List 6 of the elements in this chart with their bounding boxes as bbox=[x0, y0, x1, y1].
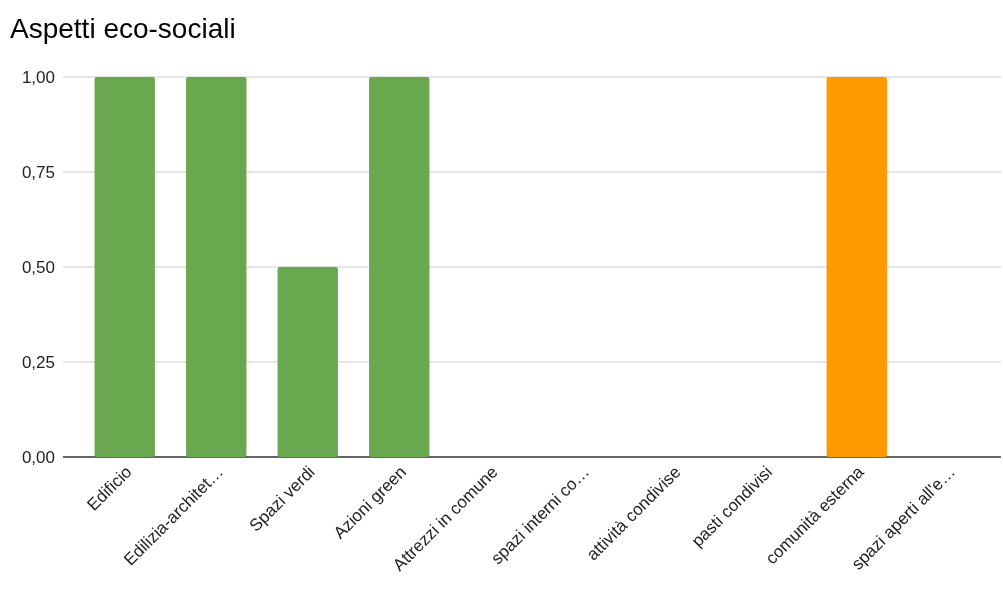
y-tick-label: 1,00 bbox=[21, 67, 55, 87]
y-tick-label: 0,25 bbox=[21, 352, 55, 372]
y-tick-label: 0,50 bbox=[21, 257, 55, 277]
y-tick-label: 0,00 bbox=[21, 447, 55, 467]
y-tick-label: 0,75 bbox=[21, 162, 55, 182]
chart-title: Aspetti eco-sociali bbox=[10, 13, 236, 44]
